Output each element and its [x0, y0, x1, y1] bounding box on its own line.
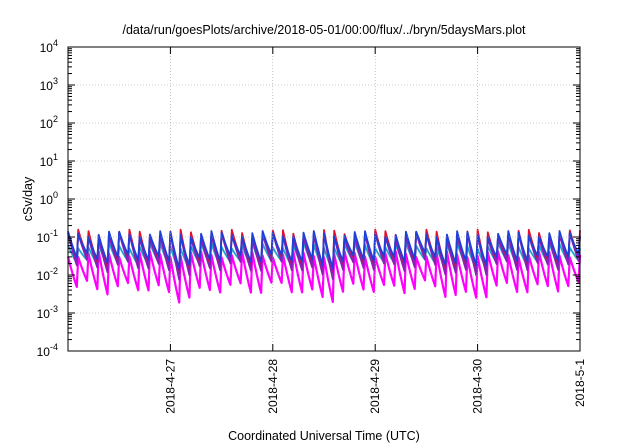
- x-axis: 2018-4-27 2018-4-28 2018-4-29 2018-4-30 2018…: [163, 47, 587, 414]
- x-axis-label: Coordinated Universal Time (UTC): [228, 429, 420, 443]
- chart-title: /data/run/goesPlots/archive/2018-05-01/0…: [122, 23, 526, 37]
- x-tick-label: 2018-4-29: [368, 359, 382, 414]
- x-tick-label: 2018-5-1: [573, 359, 587, 407]
- y-tick-label: 10-4: [37, 342, 58, 359]
- y-axis: 10-4 10-3 10-2 10-1 100 101 102 103 104: [37, 38, 580, 359]
- series-line: [67, 230, 581, 270]
- series-line: [67, 231, 581, 281]
- y-tick-label: 10-1: [37, 228, 58, 245]
- y-tick-label: 104: [40, 38, 58, 55]
- plot-series: [66, 228, 582, 304]
- x-tick-label: 2018-4-28: [266, 359, 280, 414]
- y-tick-label: 103: [40, 76, 58, 93]
- y-tick-label: 101: [40, 152, 58, 169]
- y-axis-label: cSv/day: [21, 176, 35, 221]
- x-tick-label: 2018-4-27: [163, 359, 177, 414]
- grid: [68, 47, 580, 351]
- y-tick-label: 10-3: [37, 304, 58, 321]
- y-tick-label: 102: [40, 114, 58, 131]
- x-tick-label: 2018-4-30: [471, 359, 485, 414]
- y-tick-label: 100: [40, 190, 58, 207]
- y-tick-label: 10-2: [37, 266, 58, 283]
